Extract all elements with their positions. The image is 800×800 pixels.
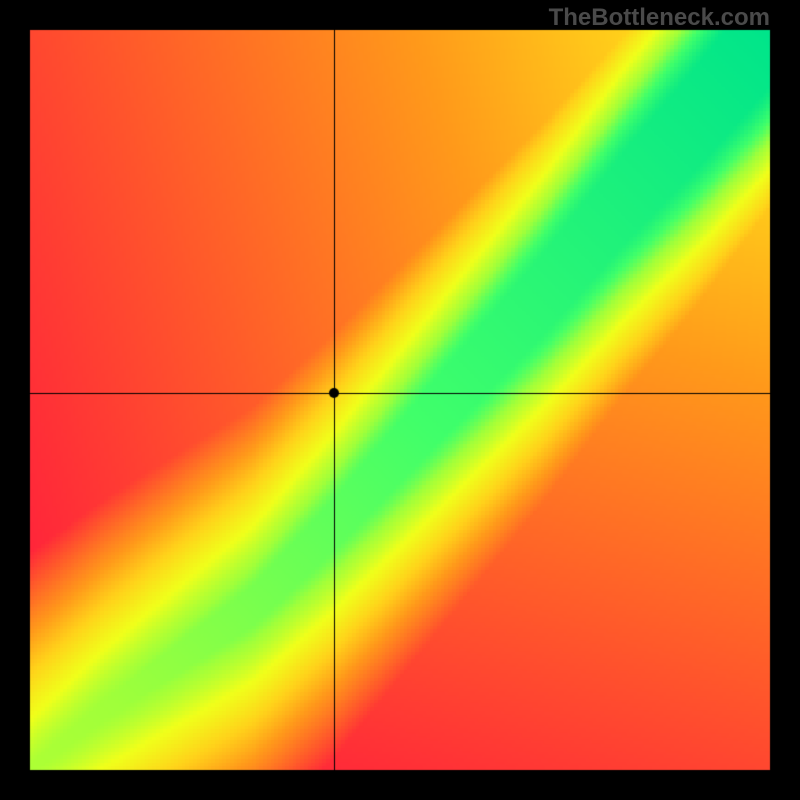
chart-container: TheBottleneck.com xyxy=(0,0,800,800)
heatmap-canvas xyxy=(0,0,800,800)
watermark-text: TheBottleneck.com xyxy=(549,4,770,32)
